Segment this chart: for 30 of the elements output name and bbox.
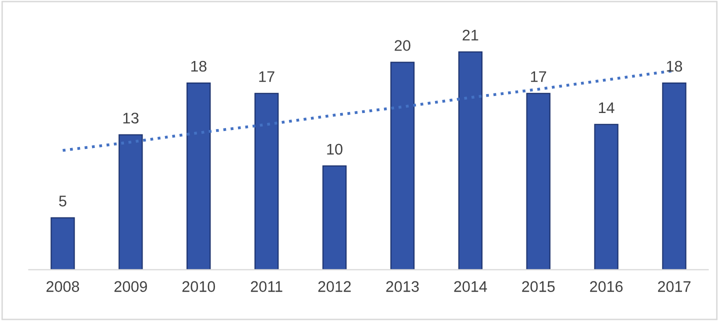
bar	[662, 82, 686, 270]
x-tick-label: 2012	[318, 281, 351, 292]
bar	[390, 62, 415, 270]
data-label: 20	[394, 40, 410, 51]
x-tick-label: 2008	[46, 281, 80, 292]
data-label: 10	[327, 144, 342, 155]
x-tick-label: 2015	[522, 281, 555, 292]
bar	[594, 124, 618, 270]
x-tick-label: 2013	[386, 281, 419, 292]
x-tick-label: 2017	[658, 281, 690, 292]
data-label: 5	[59, 196, 66, 206]
bar	[322, 165, 347, 270]
x-tick-label: 2009	[114, 281, 147, 292]
data-label: 21	[462, 30, 478, 40]
bar	[254, 92, 279, 270]
data-label: 14	[598, 102, 614, 113]
bar	[458, 51, 483, 270]
bar	[186, 82, 211, 270]
data-label: 18	[666, 60, 682, 72]
x-tick-label: 2016	[590, 281, 623, 292]
x-tick-label: 2014	[454, 281, 487, 292]
bar	[50, 217, 75, 270]
data-label: 17	[531, 71, 546, 82]
bar	[118, 134, 143, 270]
x-tick-label: 2010	[182, 281, 216, 292]
bar	[526, 92, 550, 270]
x-tick-label: 2011	[250, 281, 282, 292]
data-label: 13	[123, 112, 139, 124]
data-label: 18	[191, 60, 206, 72]
data-label: 17	[259, 71, 274, 82]
